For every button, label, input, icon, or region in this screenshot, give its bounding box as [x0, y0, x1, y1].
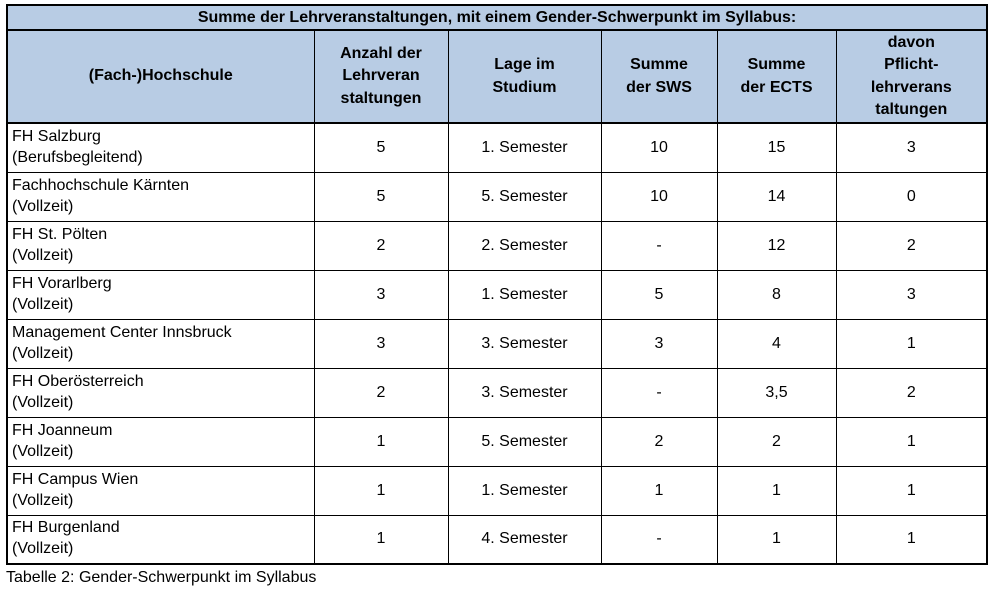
cell-ects: 1: [716, 465, 837, 516]
cell-hochschule: FH Vorarlberg (Vollzeit): [6, 269, 315, 320]
cell-pflicht: 0: [835, 171, 988, 222]
cell-lage: 5. Semester: [447, 171, 602, 222]
cell-sws: 10: [600, 122, 718, 173]
cell-anzahl: 5: [313, 122, 449, 173]
cell-anzahl: 2: [313, 220, 449, 271]
table-row: FH Salzburg (Berufsbegleitend) 5 1. Seme…: [6, 122, 988, 173]
cell-hochschule: FH St. Pölten (Vollzeit): [6, 220, 315, 271]
hochschule-name: FH Campus Wien: [12, 470, 139, 488]
col-header-ects: Summe der ECTS: [716, 29, 837, 124]
cell-anzahl: 2: [313, 367, 449, 418]
hochschule-mode: (Vollzeit): [12, 197, 74, 215]
table-header-row: (Fach-)Hochschule Anzahl der Lehrveran s…: [6, 29, 988, 124]
cell-anzahl: 5: [313, 171, 449, 222]
table-row: Fachhochschule Kärnten (Vollzeit) 5 5. S…: [6, 171, 988, 222]
cell-anzahl: 1: [313, 514, 449, 565]
cell-sws: -: [600, 220, 718, 271]
table-row: Management Center Innsbruck (Vollzeit) 3…: [6, 318, 988, 369]
cell-sws: -: [600, 514, 718, 565]
cell-hochschule: FH Burgenland (Vollzeit): [6, 514, 315, 565]
hochschule-mode: (Vollzeit): [12, 540, 74, 558]
cell-lage: 3. Semester: [447, 318, 602, 369]
table-caption: Tabelle 2: Gender-Schwerpunkt im Syllabu…: [6, 569, 317, 586]
cell-pflicht: 2: [835, 367, 988, 418]
cell-ects: 14: [716, 171, 837, 222]
cell-pflicht: 3: [835, 122, 988, 173]
cell-lage: 1. Semester: [447, 465, 602, 516]
cell-hochschule: FH Salzburg (Berufsbegleitend): [6, 122, 315, 173]
cell-pflicht: 3: [835, 269, 988, 320]
cell-sws: 2: [600, 416, 718, 467]
hochschule-mode: (Vollzeit): [12, 491, 74, 509]
cell-hochschule: Management Center Innsbruck (Vollzeit): [6, 318, 315, 369]
hochschule-name: FH Joanneum: [12, 421, 113, 439]
cell-ects: 15: [716, 122, 837, 173]
col-header-anzahl: Anzahl der Lehrveran staltungen: [313, 29, 449, 124]
cell-pflicht: 1: [835, 514, 988, 565]
table-body: FH Salzburg (Berufsbegleitend) 5 1. Seme…: [6, 122, 988, 565]
table-title-row: Summe der Lehrveranstaltungen, mit einem…: [6, 4, 988, 31]
cell-sws: 3: [600, 318, 718, 369]
cell-hochschule: FH Joanneum (Vollzeit): [6, 416, 315, 467]
hochschule-mode: (Vollzeit): [12, 344, 74, 362]
cell-anzahl: 1: [313, 465, 449, 516]
cell-ects: 4: [716, 318, 837, 369]
table-row: FH Burgenland (Vollzeit) 1 4. Semester -…: [6, 514, 988, 565]
cell-lage: 5. Semester: [447, 416, 602, 467]
table-title: Summe der Lehrveranstaltungen, mit einem…: [6, 4, 988, 31]
hochschule-name: FH St. Pölten: [12, 225, 108, 243]
cell-ects: 1: [716, 514, 837, 565]
cell-pflicht: 2: [835, 220, 988, 271]
cell-sws: 10: [600, 171, 718, 222]
table-row: FH St. Pölten (Vollzeit) 2 2. Semester -…: [6, 220, 988, 271]
cell-ects: 12: [716, 220, 837, 271]
col-header-hochschule: (Fach-)Hochschule: [6, 29, 315, 124]
hochschule-name: Management Center Innsbruck: [12, 323, 232, 341]
cell-lage: 1. Semester: [447, 269, 602, 320]
cell-sws: 1: [600, 465, 718, 516]
table-row: FH Vorarlberg (Vollzeit) 3 1. Semester 5…: [6, 269, 988, 320]
gender-schwerpunkt-table: Summe der Lehrveranstaltungen, mit einem…: [6, 4, 989, 565]
cell-anzahl: 3: [313, 318, 449, 369]
hochschule-name: FH Burgenland: [12, 519, 120, 537]
hochschule-mode: (Vollzeit): [12, 295, 74, 313]
cell-hochschule: FH Campus Wien (Vollzeit): [6, 465, 315, 516]
col-header-sws: Summe der SWS: [600, 29, 718, 124]
hochschule-mode: (Vollzeit): [12, 442, 74, 460]
cell-lage: 2. Semester: [447, 220, 602, 271]
hochschule-mode: (Berufsbegleitend): [12, 148, 143, 166]
hochschule-mode: (Vollzeit): [12, 246, 74, 264]
hochschule-name: Fachhochschule Kärnten: [12, 176, 189, 194]
cell-anzahl: 1: [313, 416, 449, 467]
cell-pflicht: 1: [835, 318, 988, 369]
table-row: FH Joanneum (Vollzeit) 1 5. Semester 2 2…: [6, 416, 988, 467]
col-header-pflicht: davon Pflicht- lehrverans taltungen: [835, 29, 988, 124]
hochschule-name: FH Oberösterreich: [12, 372, 144, 390]
cell-hochschule: Fachhochschule Kärnten (Vollzeit): [6, 171, 315, 222]
table-row: FH Campus Wien (Vollzeit) 1 1. Semester …: [6, 465, 988, 516]
table-row: FH Oberösterreich (Vollzeit) 2 3. Semest…: [6, 367, 988, 418]
cell-pflicht: 1: [835, 416, 988, 467]
cell-lage: 4. Semester: [447, 514, 602, 565]
hochschule-mode: (Vollzeit): [12, 393, 74, 411]
cell-anzahl: 3: [313, 269, 449, 320]
cell-ects: 2: [716, 416, 837, 467]
cell-sws: -: [600, 367, 718, 418]
hochschule-name: FH Vorarlberg: [12, 274, 112, 292]
hochschule-name: FH Salzburg: [12, 127, 101, 145]
cell-ects: 8: [716, 269, 837, 320]
cell-ects: 3,5: [716, 367, 837, 418]
cell-lage: 1. Semester: [447, 122, 602, 173]
cell-hochschule: FH Oberösterreich (Vollzeit): [6, 367, 315, 418]
cell-pflicht: 1: [835, 465, 988, 516]
cell-lage: 3. Semester: [447, 367, 602, 418]
col-header-lage: Lage im Studium: [447, 29, 602, 124]
cell-sws: 5: [600, 269, 718, 320]
